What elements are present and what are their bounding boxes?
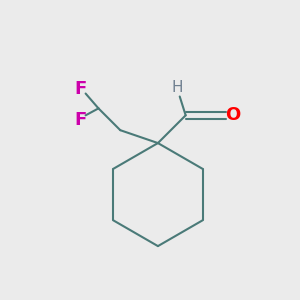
Text: F: F	[74, 111, 87, 129]
Text: H: H	[172, 80, 184, 95]
Text: O: O	[226, 106, 241, 124]
Text: F: F	[74, 80, 87, 98]
